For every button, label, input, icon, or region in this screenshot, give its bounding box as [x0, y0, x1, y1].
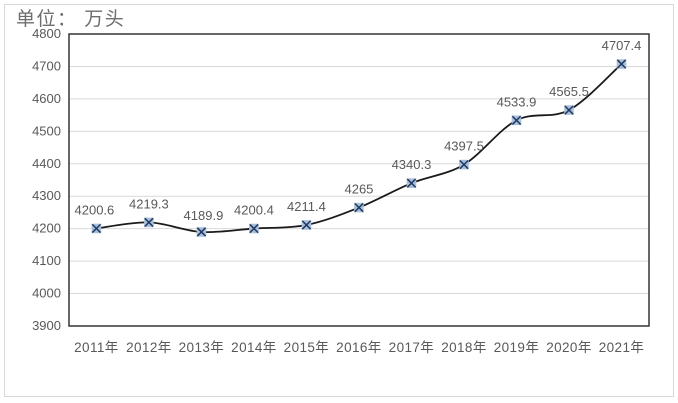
svg-text:4533.9: 4533.9: [497, 94, 537, 109]
svg-text:2017年: 2017年: [389, 340, 435, 355]
svg-text:4211.4: 4211.4: [287, 199, 326, 214]
svg-text:4700: 4700: [32, 58, 61, 73]
svg-text:4340.3: 4340.3: [392, 157, 432, 172]
svg-text:2019年: 2019年: [494, 340, 540, 355]
svg-text:4219.3: 4219.3: [129, 196, 169, 211]
svg-text:2012年: 2012年: [126, 340, 172, 355]
svg-text:4397.5: 4397.5: [444, 139, 484, 154]
svg-text:4300: 4300: [32, 188, 61, 203]
svg-text:4200: 4200: [32, 221, 61, 236]
svg-text:2016年: 2016年: [336, 340, 382, 355]
svg-text:2018年: 2018年: [441, 340, 487, 355]
svg-text:4565.5: 4565.5: [549, 84, 589, 99]
svg-text:4189.9: 4189.9: [184, 208, 224, 223]
svg-text:4100: 4100: [32, 253, 61, 268]
svg-text:2013年: 2013年: [179, 340, 225, 355]
svg-text:4265: 4265: [344, 182, 373, 197]
svg-text:4400: 4400: [32, 156, 61, 171]
svg-text:2011年: 2011年: [74, 340, 119, 355]
svg-text:4200.6: 4200.6: [75, 202, 115, 217]
svg-text:3900: 3900: [32, 318, 61, 333]
svg-text:2020年: 2020年: [546, 340, 592, 355]
svg-text:4707.4: 4707.4: [602, 38, 642, 53]
svg-text:4500: 4500: [32, 123, 61, 138]
svg-text:2021年: 2021年: [599, 340, 645, 355]
svg-text:4600: 4600: [32, 91, 61, 106]
svg-text:4000: 4000: [32, 286, 61, 301]
svg-text:4200.4: 4200.4: [234, 203, 274, 218]
svg-text:2014年: 2014年: [231, 340, 277, 355]
svg-text:2015年: 2015年: [284, 340, 330, 355]
